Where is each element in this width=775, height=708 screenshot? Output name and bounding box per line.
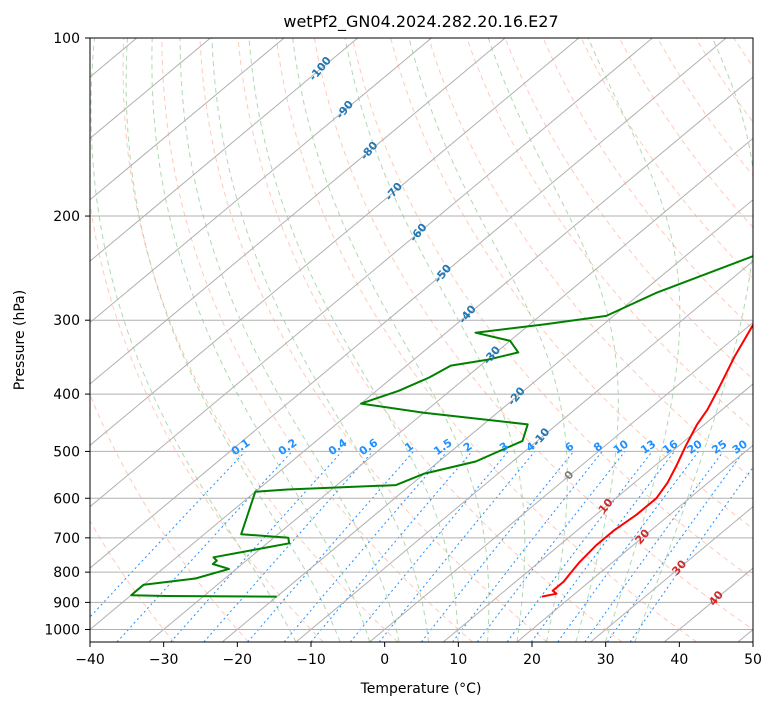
dry-adiabat-line [275, 38, 697, 642]
isotherm-line [90, 38, 727, 569]
isotherm-line [90, 38, 653, 508]
mixing-ratio-line [203, 451, 374, 642]
y-axis-title: Pressure (hPa) [12, 290, 28, 390]
isotherm-line [90, 38, 359, 262]
mixing-ratio-line [116, 451, 293, 642]
mixing-ratio-line [606, 451, 745, 642]
plot-area: -100-90-80-70-60-50-40-30-20-10010203040… [90, 38, 771, 642]
isotherm-line [442, 383, 753, 642]
y-tick-label: 800 [53, 565, 80, 581]
x-axis-title: Temperature (°C) [360, 681, 482, 697]
isotherm-line [90, 76, 753, 631]
moist-adiabat-line [408, 38, 568, 642]
isotherm-line [590, 506, 753, 642]
moist-adiabat-line [151, 38, 371, 642]
moist-adiabat-line [587, 38, 681, 642]
plot-frame [89, 37, 754, 643]
mixing-ratio-line [584, 451, 724, 642]
dry-adiabat-line [352, 38, 753, 580]
x-tick-label: 50 [744, 652, 762, 668]
mixing-ratio-label: 36 [751, 437, 771, 457]
dewpoint-profile [130, 255, 753, 598]
chart-title: wetPf2_GN04.2024.282.20.16.E27 [283, 12, 558, 32]
x-tick-label: 10 [449, 652, 467, 668]
dry-adiabat-line [466, 38, 753, 430]
moist-adiabat-line [344, 38, 526, 642]
isotherm-line [221, 199, 753, 642]
isotherm-line [90, 38, 285, 201]
dry-adiabat-line [390, 38, 753, 530]
x-tick-label: 20 [523, 652, 541, 668]
y-tick-label: 1000 [44, 622, 80, 638]
x-tick-label: −40 [75, 652, 105, 668]
mixing-ratio-line [310, 451, 473, 642]
skewed-isotherms [90, 38, 753, 642]
y-tick-label: 100 [53, 31, 80, 47]
isobar-gridlines [90, 38, 753, 630]
dry-adiabat-line [504, 38, 753, 380]
y-tick-label: 700 [53, 531, 80, 547]
dry-adiabat-line [90, 393, 249, 642]
dry-adiabat-line [542, 38, 753, 330]
isotherm-line [90, 38, 432, 324]
y-tick-label: 400 [53, 387, 80, 403]
moist-adiabat-line [211, 38, 430, 642]
moist-adiabat-line [125, 38, 341, 642]
dry-adiabat-line [313, 38, 753, 631]
x-tick-label: −30 [149, 652, 179, 668]
dry-adiabats [90, 38, 753, 642]
moist-adiabat-line [634, 38, 753, 642]
y-axis: 100 200 300 400 500 600 700 800 900 1000 [44, 31, 90, 638]
dry-adiabat-line [580, 38, 753, 280]
x-axis: −40 −30 −20 −10 0 10 20 30 40 50 [75, 642, 762, 668]
y-tick-label: 300 [53, 313, 80, 329]
isotherm-line [90, 38, 580, 446]
mixing-ratio-line [170, 451, 343, 642]
isotherm-line [90, 38, 506, 385]
isotherm-line [369, 321, 753, 642]
dry-adiabat-line [161, 38, 473, 642]
y-tick-label: 900 [53, 595, 80, 611]
mixing-ratio-line [557, 451, 699, 642]
dry-adiabat-line [237, 38, 623, 642]
y-tick-label: 200 [53, 209, 80, 225]
isotherm-line [295, 260, 753, 642]
x-tick-label: −10 [296, 652, 326, 668]
mixing-ratio-line [247, 451, 414, 642]
x-tick-label: 40 [670, 652, 688, 668]
x-tick-label: −20 [223, 652, 253, 668]
y-tick-label: 500 [53, 444, 80, 460]
x-tick-label: 0 [380, 652, 389, 668]
x-tick-label: 30 [597, 652, 615, 668]
mixing-ratio-line [349, 451, 509, 642]
sounding-profiles [130, 255, 753, 598]
y-tick-label: 600 [53, 491, 80, 507]
temperature-profile [541, 323, 753, 598]
mixing-ratio-line [283, 451, 448, 642]
isotherm-line [516, 444, 753, 642]
dry-adiabat-line [122, 38, 399, 642]
moist-adiabat-line [292, 38, 490, 642]
mixing-ratio-line [90, 451, 246, 618]
dry-adiabat-line [428, 38, 753, 480]
mixing-ratio-line [476, 451, 626, 642]
